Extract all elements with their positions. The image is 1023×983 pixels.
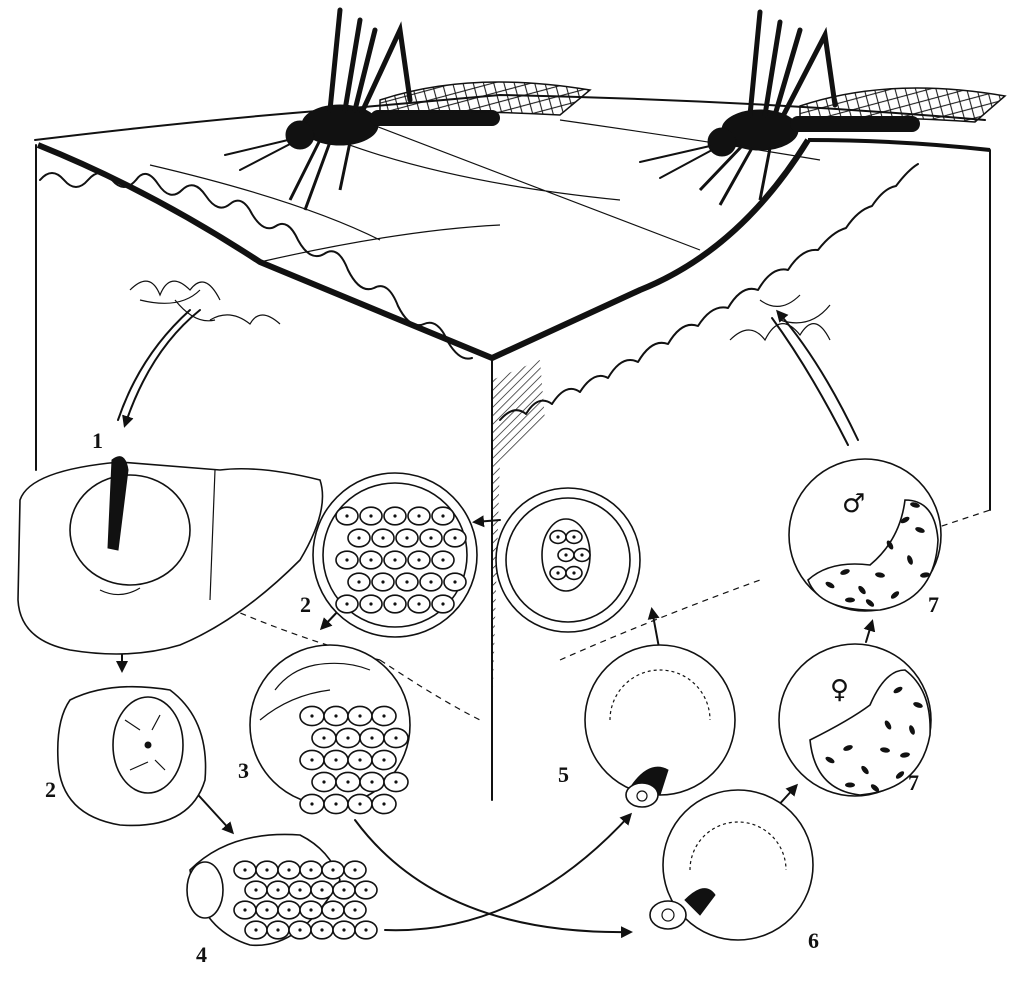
pigment-granule [909,725,915,735]
pigment-granule [900,752,910,758]
label-stage-2-blood: 2 [300,592,311,617]
pigment-granule [875,572,885,578]
pigment-granule [861,765,869,775]
pigment-granule [870,784,880,792]
liver-schizont-early [56,685,207,827]
ring-stage-cell [495,487,641,633]
merozoite-entry-5 [584,644,736,808]
pigment-granule [910,502,920,508]
pigment-granule [825,756,835,764]
label-stage-7-female: 7 [908,770,919,795]
label-stage-6: 6 [808,928,819,953]
label-stage-1: 1 [92,428,103,453]
blood-schizont [312,472,478,638]
label-stage-4: 4 [196,942,207,967]
label-stage-3: 3 [238,758,249,783]
pigment-granule [845,782,855,788]
female-symbol: ♀ [830,675,849,705]
male-gametocyte [788,458,942,612]
liver-schizont-mature [186,833,378,947]
pigment-granule [913,702,923,708]
female-gametocyte [778,643,932,797]
male-symbol: ♂ [842,489,865,519]
pigment-granule [865,599,875,607]
pigment-granule [880,747,890,753]
pigment-granule [907,555,913,565]
pigment-granule [825,581,835,589]
pigment-granule [895,771,905,779]
pigment-granule [890,591,900,599]
pigment-granule [893,686,903,694]
liver-icon [17,456,324,655]
mosquito-icon [639,9,1007,206]
pigment-granule [900,516,910,524]
pigment-granule [886,540,894,550]
label-stage-5: 5 [558,762,569,787]
label-stage-2-liver: 2 [45,777,56,802]
mosquito-icon [224,7,592,211]
merozoite-entry-6 [649,789,814,941]
pigment-granule [845,597,855,603]
skin-block [34,94,991,801]
label-stage-7-male: 7 [928,592,939,617]
pigment-granule [915,527,925,533]
pigment-granule [840,569,850,575]
pigment-granule [884,720,892,730]
pigment-granule [843,745,853,751]
pigment-granule [920,572,930,578]
pigment-granule [858,585,866,595]
rupturing-red-cell [249,644,411,815]
